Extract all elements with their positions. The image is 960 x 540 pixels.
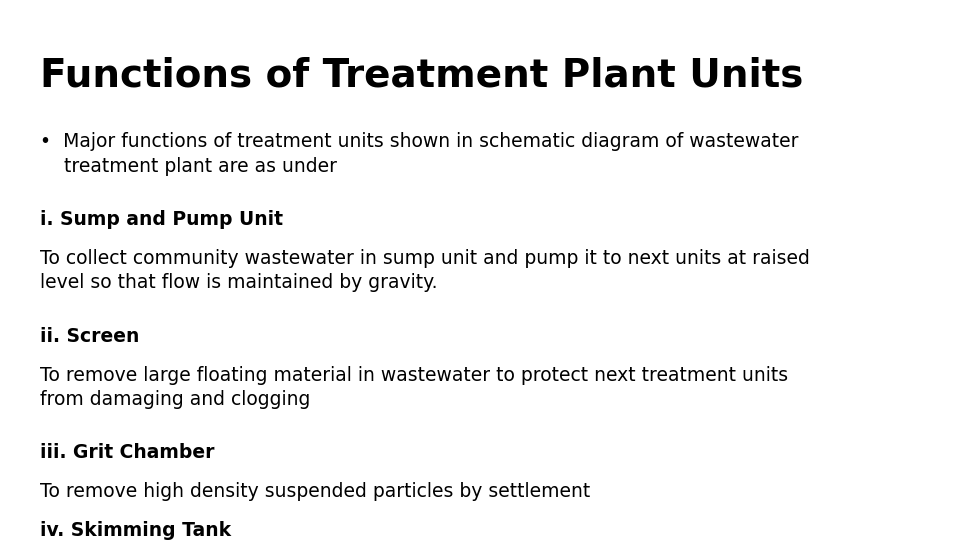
Text: iii. Grit Chamber: iii. Grit Chamber: [40, 443, 215, 462]
Text: To collect community wastewater in sump unit and pump it to next units at raised: To collect community wastewater in sump …: [40, 249, 810, 292]
Text: To remove high density suspended particles by settlement: To remove high density suspended particl…: [40, 482, 590, 501]
Text: iv. Skimming Tank: iv. Skimming Tank: [40, 521, 231, 540]
Text: Functions of Treatment Plant Units: Functions of Treatment Plant Units: [40, 57, 804, 94]
Text: •  Major functions of treatment units shown in schematic diagram of wastewater
 : • Major functions of treatment units sho…: [40, 132, 799, 176]
Text: ii. Screen: ii. Screen: [40, 327, 140, 346]
Text: i. Sump and Pump Unit: i. Sump and Pump Unit: [40, 210, 283, 229]
Text: To remove large floating material in wastewater to protect next treatment units
: To remove large floating material in was…: [40, 366, 788, 409]
